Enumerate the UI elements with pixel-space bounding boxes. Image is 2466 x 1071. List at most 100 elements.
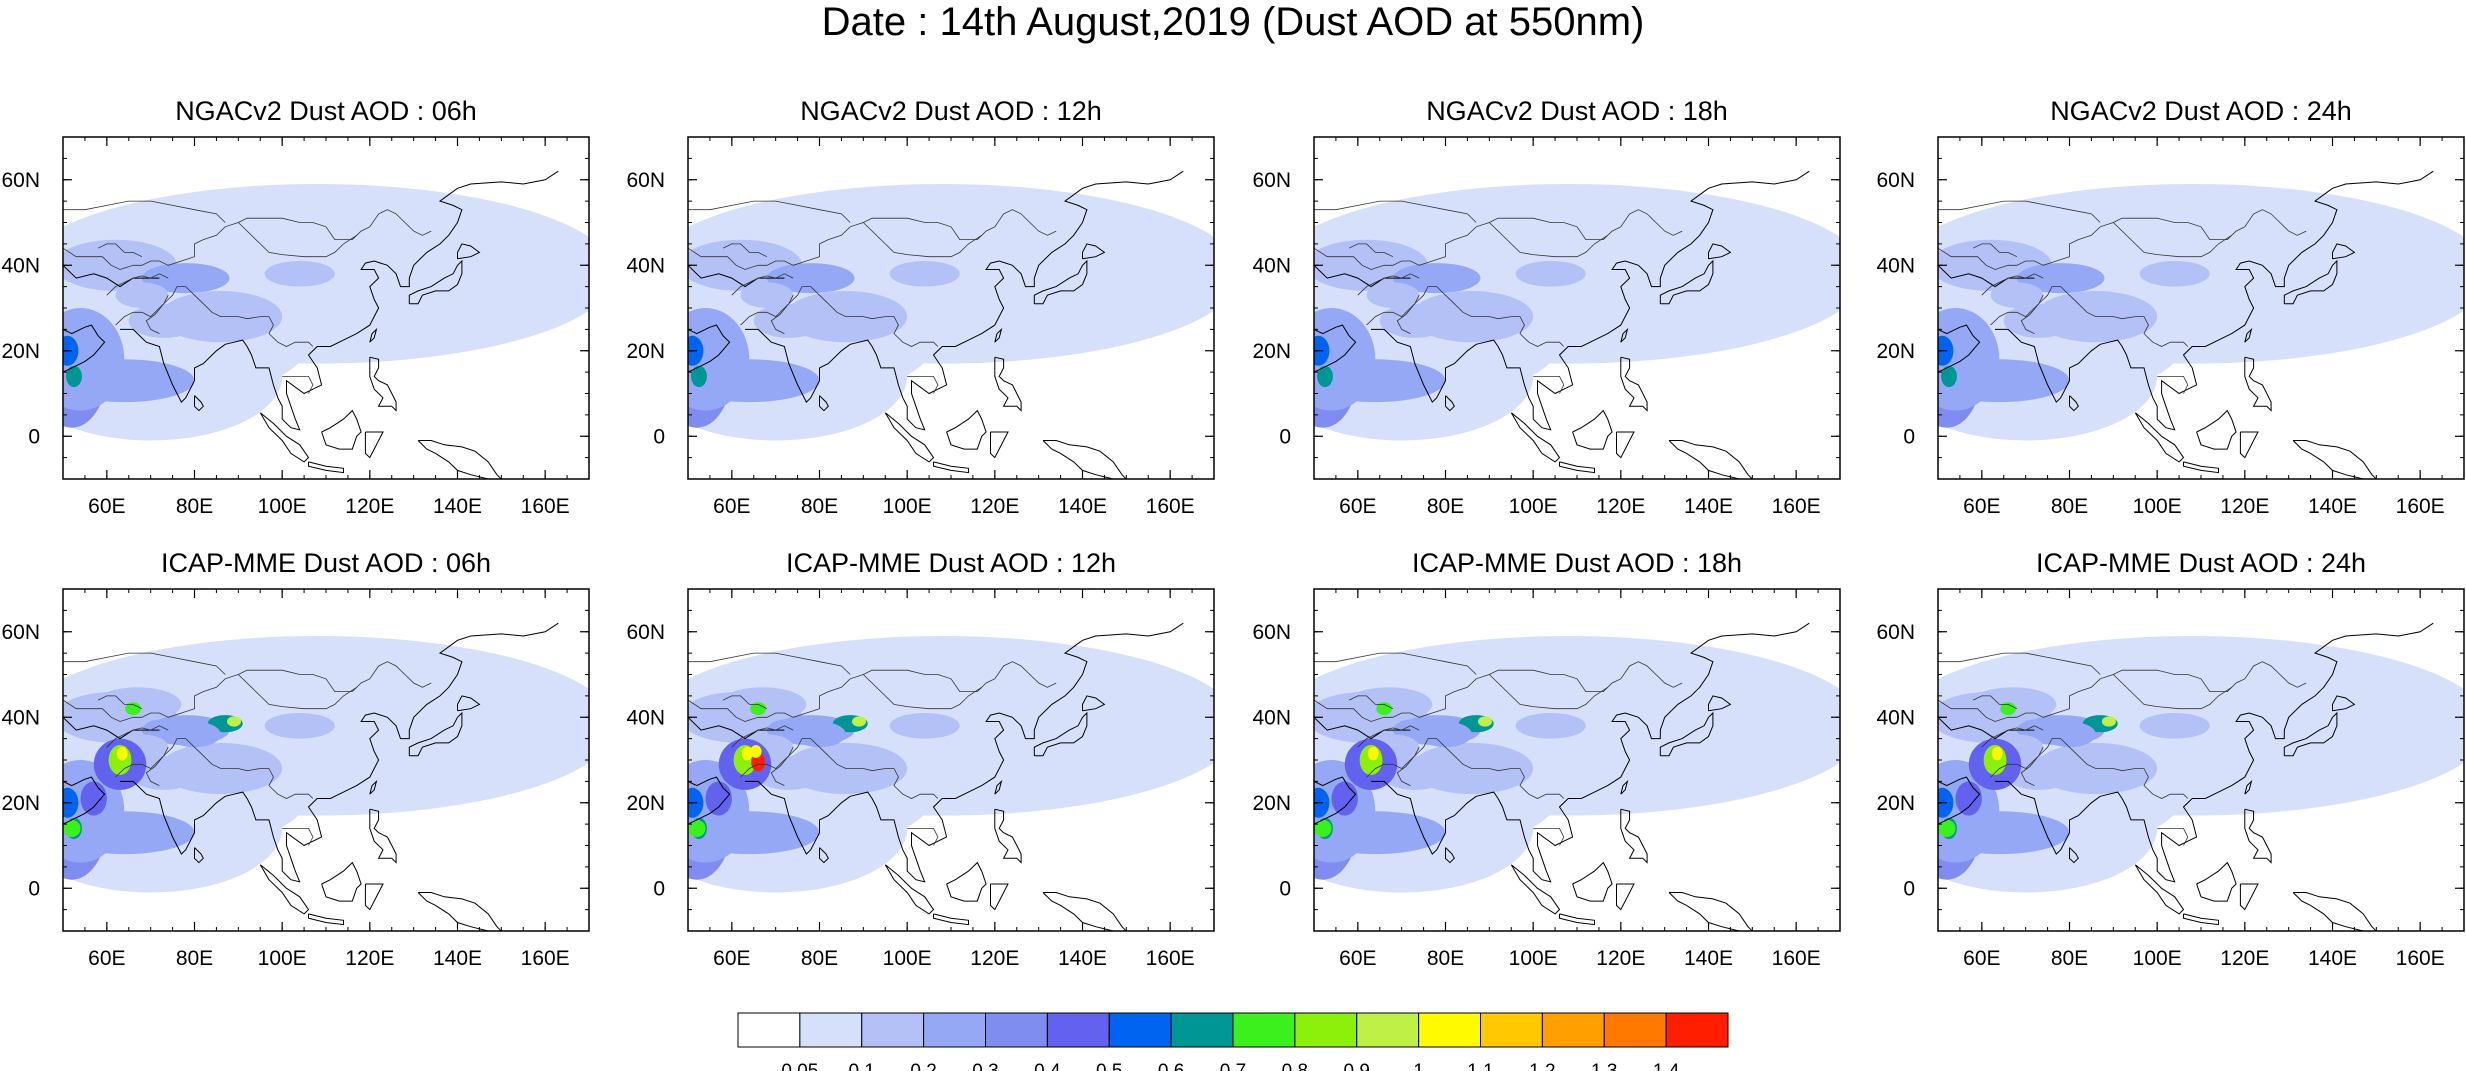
- country-border: [722, 695, 768, 710]
- country-border: [1348, 243, 1394, 258]
- coastline: [990, 883, 1009, 911]
- coastline: [1042, 440, 1128, 479]
- aod-cell: [1941, 365, 1957, 388]
- aod-cell: [63, 819, 81, 838]
- coastline: [1938, 716, 2035, 740]
- country-border: [688, 200, 851, 223]
- coastline: [120, 622, 559, 883]
- coastline: [1371, 170, 1810, 431]
- colorbar-box: [1356, 1012, 1420, 1048]
- aod-cell: [2043, 721, 2096, 748]
- aod-field: [1314, 622, 1840, 931]
- coastline: [1938, 308, 1981, 373]
- aod-cell: [1376, 702, 1392, 716]
- coastline: [308, 461, 344, 474]
- coastline: [1620, 808, 1648, 864]
- country-border: [1366, 738, 1520, 778]
- lat-tick-label: 40N: [1252, 254, 1291, 277]
- coastline: [369, 779, 378, 795]
- aod-cell: [1314, 819, 1332, 838]
- panel-title: NGACv2 Dust AOD : 06h: [175, 96, 477, 126]
- lon-tick-label: 100E: [1509, 495, 1558, 518]
- lat-tick-label: 60N: [1876, 621, 1915, 644]
- coastline: [1559, 461, 1595, 474]
- aod-cell: [2003, 303, 2074, 338]
- coastline: [994, 327, 1003, 343]
- lat-tick-label: 40N: [1, 706, 40, 729]
- country-border: [238, 674, 357, 710]
- lon-tick-label: 140E: [1684, 947, 1733, 970]
- aod-cell: [1938, 359, 2070, 403]
- lon-tick-label: 80E: [1427, 495, 1464, 518]
- colorbar-label: 1.1: [1467, 1061, 1493, 1071]
- country-border: [1489, 222, 1608, 258]
- country-border: [1366, 286, 1520, 326]
- lon-tick-label: 60E: [713, 495, 750, 518]
- lon-tick-label: 100E: [883, 495, 932, 518]
- colorbar-box: [923, 1012, 986, 1048]
- map-panel: NGACv2 Dust AOD : 12h 60E 80E 100E 120E 140E 1…: [626, 96, 1215, 518]
- lat-tick-label: 20N: [626, 340, 665, 363]
- map-panel: ICAP-MME Dust AOD : 12h 60E 80E 100E 120E 140…: [626, 548, 1215, 970]
- coastline: [2332, 695, 2356, 712]
- colorbar: 0.05 0.1 0.2 0.3 0.4 0.5 0.6 0.7 0.8 0.9 1 1.1 1.2 1.…: [737, 1012, 1729, 1071]
- coastline: [1659, 259, 1714, 305]
- panel-title: ICAP-MME Dust AOD : 06h: [161, 548, 491, 578]
- country-border: [63, 200, 226, 223]
- country-border: [268, 316, 314, 347]
- aod-cell: [1366, 282, 1420, 309]
- panel-title: NGACv2 Dust AOD : 24h: [2050, 96, 2352, 126]
- lon-tick-label: 80E: [801, 495, 838, 518]
- coastline: [688, 264, 785, 288]
- country-border: [282, 828, 314, 846]
- coastline: [408, 259, 463, 305]
- lat-tick-label: 0: [28, 877, 40, 900]
- lat-tick-label: 40N: [626, 254, 665, 277]
- lon-tick-label: 160E: [1146, 495, 1195, 518]
- lon-tick-label: 100E: [258, 495, 307, 518]
- coastline: [2292, 440, 2378, 479]
- colorbar-label: 0.1: [849, 1061, 875, 1071]
- coastline: [2332, 243, 2356, 260]
- country-border: [282, 375, 314, 394]
- coastline: [321, 861, 362, 902]
- lat-tick-label: 40N: [626, 706, 665, 729]
- lon-tick-label: 100E: [2133, 495, 2182, 518]
- aod-field: [1938, 170, 2464, 479]
- aod-cell: [2139, 713, 2210, 739]
- lat-tick-label: 20N: [1876, 340, 1915, 363]
- country-border: [863, 222, 982, 258]
- country-border: [1981, 725, 2044, 748]
- lat-tick-label: 40N: [1876, 706, 1915, 729]
- coastline: [1995, 170, 2434, 431]
- lon-tick-label: 160E: [1772, 947, 1821, 970]
- colorbar-box: [1232, 1012, 1296, 1048]
- aod-cell: [2101, 716, 2116, 727]
- country-border: [893, 768, 939, 799]
- lat-tick-label: 60N: [626, 169, 665, 192]
- lon-tick-label: 80E: [176, 495, 213, 518]
- lat-tick-label: 0: [1903, 425, 1915, 448]
- lat-tick-label: 20N: [1, 792, 40, 815]
- coastline: [417, 892, 503, 931]
- coastline: [2134, 864, 2185, 915]
- country-border: [1314, 652, 1477, 675]
- lat-tick-label: 40N: [1252, 706, 1291, 729]
- lon-tick-label: 140E: [433, 947, 482, 970]
- lat-tick-label: 0: [1279, 425, 1291, 448]
- lon-tick-label: 160E: [1772, 495, 1821, 518]
- coastline: [946, 861, 987, 902]
- aod-cell: [793, 721, 846, 748]
- lon-tick-label: 160E: [521, 947, 570, 970]
- lon-tick-label: 120E: [345, 495, 394, 518]
- colorbar-box: [737, 1012, 801, 1048]
- coastline: [63, 308, 106, 373]
- colorbar-label: 1.4: [1653, 1061, 1680, 1071]
- lon-tick-label: 140E: [433, 495, 482, 518]
- country-border: [907, 375, 939, 394]
- country-border: [268, 768, 314, 799]
- colorbar-label: 1.3: [1591, 1061, 1617, 1071]
- lon-tick-label: 60E: [713, 947, 750, 970]
- coastline: [1708, 695, 1732, 712]
- coastline: [1371, 622, 1810, 883]
